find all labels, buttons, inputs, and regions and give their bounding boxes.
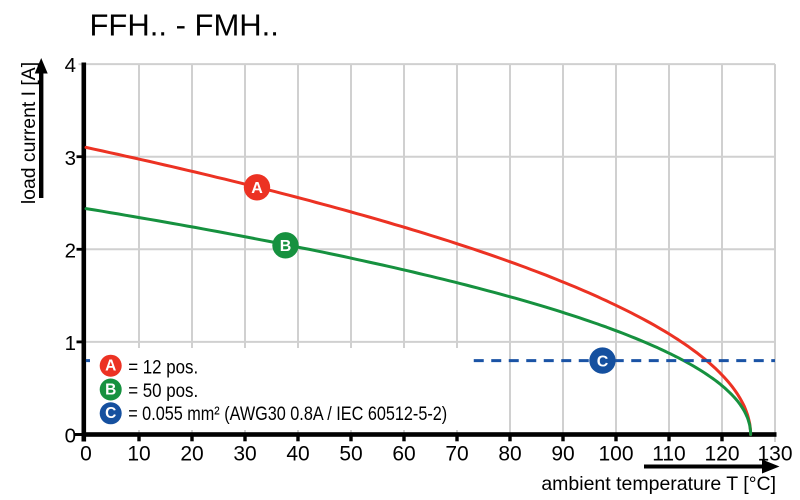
- svg-text:4: 4: [65, 54, 76, 77]
- svg-text:C: C: [105, 405, 116, 422]
- svg-text:= 12 pos.: = 12 pos.: [128, 357, 198, 379]
- svg-text:30: 30: [233, 443, 256, 466]
- svg-text:70: 70: [445, 443, 468, 466]
- svg-text:40: 40: [286, 443, 309, 466]
- svg-text:120: 120: [704, 443, 739, 466]
- svg-text:B: B: [105, 381, 116, 398]
- svg-text:2: 2: [65, 239, 76, 262]
- svg-text:B: B: [280, 238, 292, 255]
- svg-text:110: 110: [652, 443, 685, 466]
- svg-text:FFH.. - FMH..: FFH.. - FMH..: [90, 8, 279, 43]
- svg-text:0: 0: [65, 425, 76, 448]
- svg-text:10: 10: [127, 443, 150, 466]
- svg-text:A: A: [251, 180, 263, 197]
- svg-text:1: 1: [65, 332, 76, 355]
- svg-text:C: C: [597, 353, 609, 370]
- svg-text:100: 100: [598, 443, 633, 466]
- svg-text:90: 90: [551, 443, 574, 466]
- svg-text:ambient temperature T [°C]: ambient temperature T [°C]: [541, 473, 776, 495]
- svg-text:130: 130: [757, 443, 792, 466]
- svg-text:60: 60: [392, 443, 415, 466]
- svg-text:0: 0: [80, 443, 92, 466]
- svg-text:80: 80: [498, 443, 521, 466]
- svg-text:A: A: [105, 358, 116, 375]
- svg-text:load current I [A]: load current I [A]: [18, 62, 40, 204]
- svg-text:3: 3: [65, 147, 76, 170]
- svg-text:50: 50: [339, 443, 362, 466]
- svg-text:= 0.055 mm² (AWG30 0.8A / IEC: = 0.055 mm² (AWG30 0.8A / IEC 60512-5-2): [128, 403, 447, 425]
- svg-text:= 50 pos.: = 50 pos.: [128, 380, 198, 402]
- svg-text:20: 20: [180, 443, 203, 466]
